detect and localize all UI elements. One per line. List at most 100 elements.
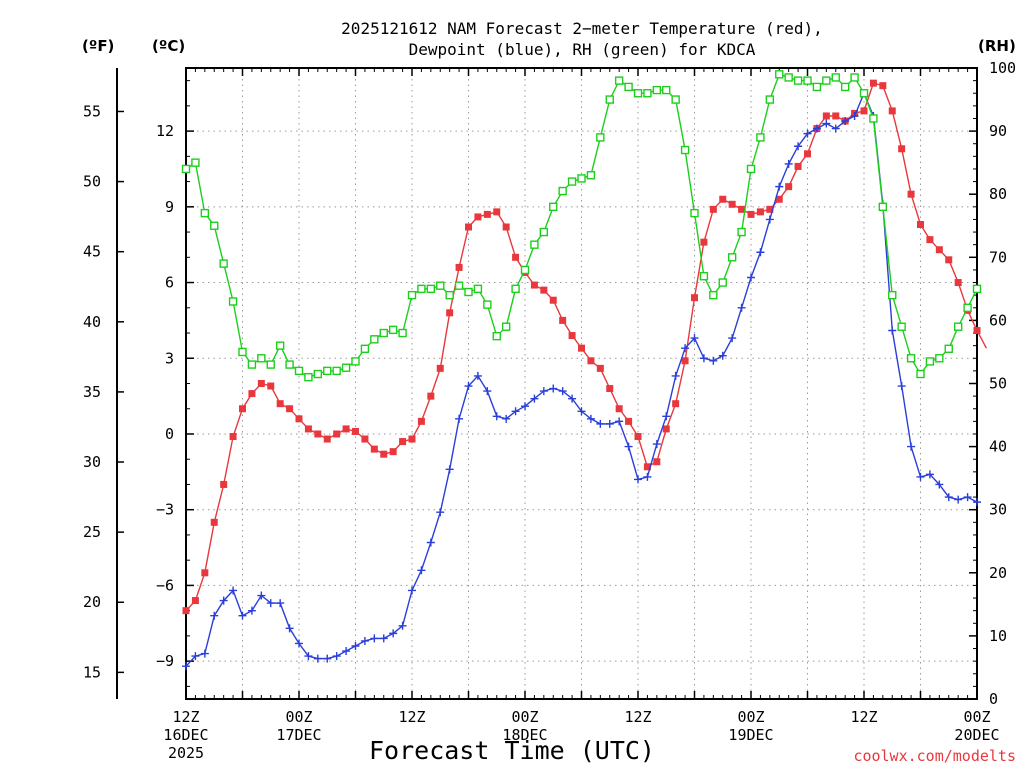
data-point	[446, 309, 454, 317]
fahrenheit-tick-label: 35	[83, 383, 101, 401]
fahrenheit-tick-label: 45	[83, 243, 101, 261]
data-point	[859, 89, 869, 98]
series-line	[185, 73, 978, 378]
celsius-tick-label: −9	[156, 652, 174, 670]
data-point	[803, 76, 812, 85]
data-point	[417, 284, 426, 294]
data-point	[323, 435, 331, 443]
data-point	[474, 213, 482, 221]
data-point	[465, 223, 472, 231]
data-point	[210, 518, 218, 526]
data-point	[898, 145, 906, 153]
data-point	[455, 263, 463, 271]
axes: 129630−3−6−95550454035302520151009080706…	[83, 59, 1016, 762]
data-point	[492, 412, 501, 421]
fahrenheit-tick-label: 25	[83, 523, 101, 541]
data-point	[888, 326, 897, 335]
data-point	[229, 433, 237, 441]
data-point	[737, 227, 746, 237]
data-point	[775, 70, 784, 79]
data-point	[360, 344, 370, 353]
data-point	[634, 475, 642, 484]
data-point	[239, 405, 246, 413]
data-point	[699, 272, 709, 281]
data-point	[530, 240, 539, 249]
data-point	[332, 652, 341, 661]
data-point	[963, 493, 972, 502]
data-point	[341, 363, 351, 372]
celsius-tick-label: −3	[156, 501, 174, 519]
x-tick-label: 12Z	[624, 708, 651, 726]
data-point	[539, 387, 548, 396]
data-point	[248, 390, 256, 398]
data-point	[944, 344, 953, 353]
data-point	[784, 73, 793, 82]
rh-tick-label: 40	[989, 438, 1007, 456]
data-point	[568, 332, 576, 340]
data-point	[540, 286, 548, 294]
data-point	[511, 407, 520, 416]
fahrenheit-tick-label: 55	[83, 102, 101, 120]
data-point	[831, 73, 840, 82]
data-point	[370, 445, 378, 453]
data-point	[549, 296, 557, 304]
fahrenheit-tick-label: 50	[83, 173, 101, 191]
series-line	[185, 82, 988, 612]
data-point	[379, 328, 388, 338]
data-point	[445, 290, 454, 300]
data-point	[718, 278, 727, 287]
data-point	[605, 419, 614, 428]
data-point	[380, 450, 388, 458]
data-point	[361, 435, 369, 443]
data-point	[511, 284, 520, 294]
data-point	[549, 384, 558, 393]
data-point	[756, 248, 765, 257]
text-layer: 2025121612 NAM Forecast 2−meter Temperat…	[82, 19, 1016, 765]
data-point	[464, 287, 473, 297]
rh-tick-label: 10	[989, 627, 1007, 645]
data-point	[455, 414, 464, 423]
data-point	[812, 82, 822, 92]
data-point	[530, 281, 538, 289]
data-point	[869, 79, 877, 87]
data-point	[578, 344, 585, 352]
data-point	[502, 223, 510, 231]
data-point	[700, 238, 708, 246]
celsius-tick-label: 3	[165, 349, 174, 367]
data-point	[220, 480, 228, 488]
data-point	[944, 493, 953, 502]
data-point	[671, 371, 680, 380]
data-point	[624, 442, 633, 451]
data-point	[530, 394, 539, 403]
data-point	[643, 472, 652, 481]
data-point	[426, 284, 436, 294]
data-point	[285, 360, 294, 369]
fahrenheit-tick-label: 30	[83, 453, 101, 471]
data-point	[360, 636, 369, 645]
data-point	[323, 654, 332, 663]
data-point	[953, 322, 963, 331]
x-tick-label: 00Z	[511, 708, 538, 726]
data-point	[370, 335, 379, 344]
data-point	[672, 400, 680, 408]
data-point	[878, 202, 888, 212]
data-point	[765, 95, 775, 104]
data-point	[897, 322, 906, 331]
data-point	[191, 158, 200, 167]
x-tick-label: 19DEC	[728, 726, 773, 744]
data-point	[840, 82, 850, 92]
celsius-tick-label: −6	[156, 576, 174, 594]
rh-tick-label: 90	[989, 122, 1007, 140]
data-point	[747, 210, 755, 218]
data-point	[492, 331, 501, 341]
x-tick-label: 12Z	[172, 708, 199, 726]
data-point	[756, 133, 765, 142]
data-point	[210, 221, 219, 230]
data-point	[247, 606, 256, 615]
data-point	[963, 303, 972, 312]
data-point	[633, 89, 643, 98]
data-point	[351, 357, 360, 366]
fahrenheit-tick-label: 15	[83, 663, 101, 681]
data-point	[879, 82, 887, 90]
data-point	[238, 347, 247, 357]
